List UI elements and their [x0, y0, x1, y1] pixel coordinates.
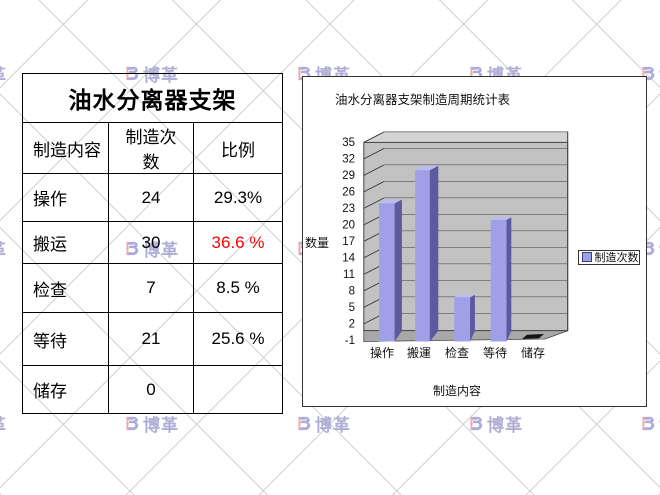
svg-text:2: 2: [349, 319, 355, 331]
svg-text:17: 17: [342, 236, 355, 248]
svg-text:23: 23: [342, 203, 355, 215]
svg-text:29: 29: [342, 170, 355, 182]
svg-text:5: 5: [349, 302, 355, 314]
svg-text:14: 14: [342, 253, 355, 265]
svg-text:32: 32: [342, 154, 355, 166]
svg-text:20: 20: [342, 220, 355, 232]
svg-text:11: 11: [343, 269, 355, 281]
svg-text:8: 8: [349, 286, 355, 298]
svg-text:-1: -1: [345, 335, 355, 347]
svg-text:35: 35: [342, 137, 355, 149]
svg-text:26: 26: [342, 187, 355, 199]
